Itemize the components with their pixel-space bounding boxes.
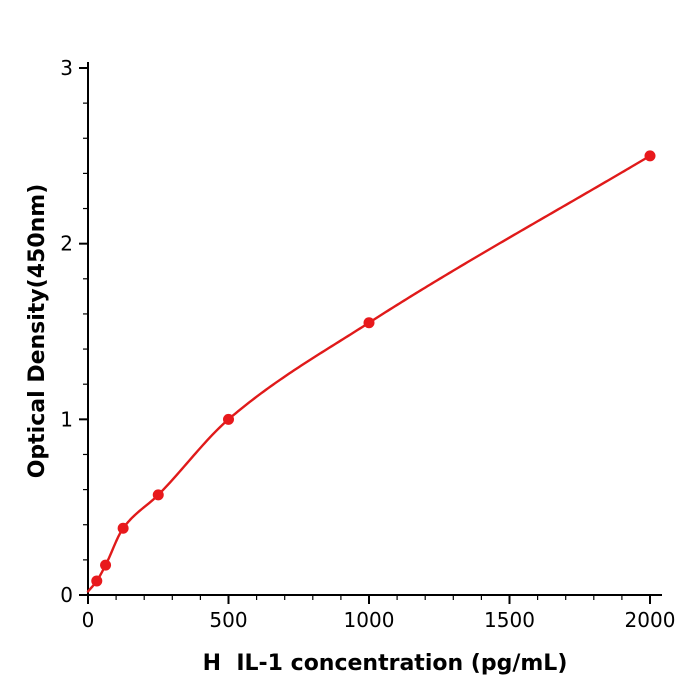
- y-tick-label: 1: [60, 407, 73, 431]
- data-point: [152, 489, 164, 501]
- x-tick-label: 500: [209, 608, 247, 632]
- x-tick-label: 2000: [625, 608, 676, 632]
- data-point: [223, 413, 234, 425]
- y-tick-label: 2: [60, 232, 73, 256]
- y-tick-label: 0: [60, 583, 73, 607]
- data-point: [91, 575, 103, 587]
- y-tick-label: 3: [60, 56, 73, 80]
- fit-curve-line: [86, 154, 652, 593]
- y-axis-title: Optical Density(450nm): [25, 183, 50, 479]
- data-point: [363, 317, 375, 329]
- x-axis-title: H IL-1 concentration (pg/mL): [202, 651, 568, 676]
- data-point: [117, 522, 129, 534]
- x-tick-label: 1000: [344, 608, 395, 632]
- x-tick-label: 1500: [484, 608, 535, 632]
- data-point: [100, 559, 112, 571]
- x-tick-label: 0: [82, 608, 95, 632]
- data-point: [644, 150, 656, 162]
